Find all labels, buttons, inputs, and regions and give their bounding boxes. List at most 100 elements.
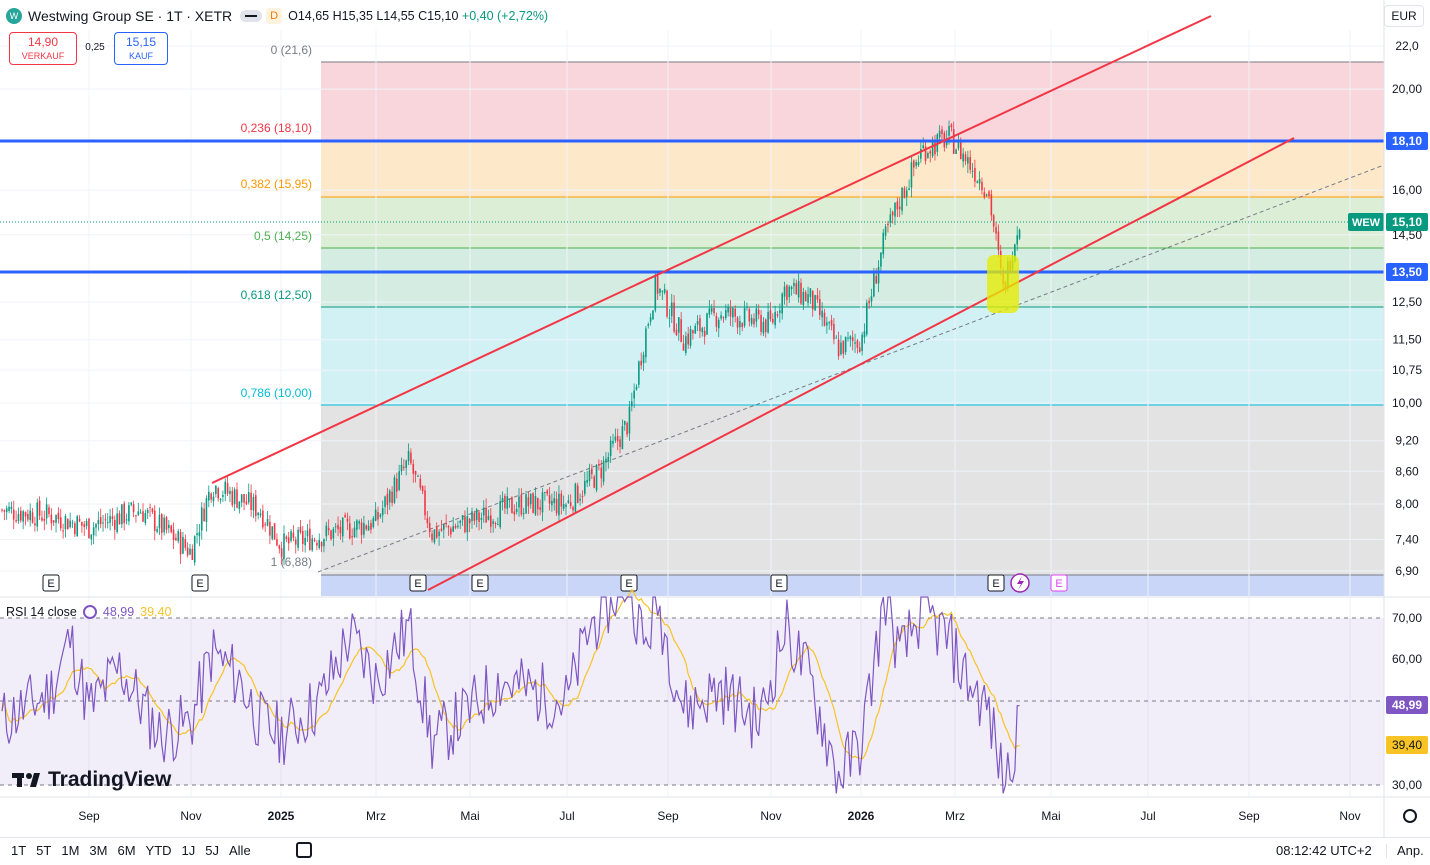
candle-body [156,529,158,532]
earnings-marker[interactable]: E [471,574,489,592]
rsi-axis[interactable]: 70,00 60,00 30,00 48,99 39,40 [1386,611,1428,792]
spread-value: 0,25 [85,42,105,53]
earnings-marker[interactable]: E [1050,574,1068,592]
range-6m[interactable]: 6M [117,843,136,858]
settings-icon[interactable] [82,605,97,619]
channel-lower-line[interactable] [427,137,1295,591]
earnings-marker[interactable]: E [409,574,427,592]
dividend-icon[interactable] [1010,573,1030,593]
symbol-logo[interactable]: W [6,8,22,24]
adjust-button[interactable]: Anp. [1397,843,1424,858]
fibonacci-retracement[interactable] [321,61,1384,596]
candle-body [372,518,375,528]
candle-body [292,532,295,538]
price-tick: 8,00 [1395,497,1419,511]
range-alle[interactable]: Alle [229,843,251,858]
candle-body [189,548,191,555]
rsi-pane[interactable] [0,588,1384,794]
candle-body [55,515,57,523]
currency-selector[interactable]: EUR [1384,5,1424,27]
candle-body [144,513,147,524]
candle-body [334,526,337,528]
clock[interactable]: 08:12:42 UTC+2 [1276,843,1372,858]
candle-body [788,286,791,298]
candle-body [501,498,504,502]
rsi-label[interactable]: RSI 14 close [6,605,77,619]
symbol-title[interactable]: Westwing Group SE · 1T · XETR [28,8,233,24]
candle-body [753,318,755,325]
candle-body [356,520,358,530]
candle-body [5,508,8,513]
candle-body [468,518,471,524]
candle-body [870,296,873,302]
candle-body [177,531,180,542]
candle-body [313,540,316,542]
svg-text:E: E [476,578,483,590]
fib-label-05: 0,5 (14,25) [254,229,312,243]
candle-body [421,486,424,492]
price-axis[interactable]: 22,0 20,00 16,00 14,50 12,50 11,50 10,75 10,00 9… [1392,39,1422,578]
range-1m[interactable]: 1M [61,843,80,858]
range-5t[interactable]: 5T [36,843,52,858]
candle-body [304,537,306,546]
candle-body [515,508,518,512]
earnings-marker[interactable]: E [191,574,209,592]
candle-body [884,226,887,236]
candle-body [922,145,924,149]
svg-text:E: E [196,578,203,590]
hline-tag-13-50-label: 13,50 [1392,265,1422,279]
candle-body [967,157,969,164]
candle-body [81,521,83,526]
close-value: C15,10 [418,9,459,23]
candle-body [908,188,910,191]
candle-body [560,493,563,507]
candle-body [217,488,219,499]
candle-body [71,522,74,524]
eye-icon[interactable] [240,10,263,22]
candle-body [882,232,885,255]
candle-body [12,509,15,520]
candle-body [1016,235,1018,245]
time-axis[interactable]: Sep Nov 2025 Mrz Mai Jul Sep Nov 2026 Mrz Mai Jul Se… [78,809,1360,823]
candle-body [473,512,476,521]
interval-badge[interactable]: D [266,8,283,24]
range-3m[interactable]: 3M [89,843,108,858]
earnings-marker[interactable]: E [620,574,638,592]
sell-button[interactable]: 14,90 VERKAUF [9,32,77,65]
candle-body [762,321,765,334]
candle-body [499,501,501,528]
candle-body [626,422,628,435]
time-tick: Nov [1339,809,1360,823]
candle-body [461,515,464,521]
earnings-marker[interactable]: E [987,574,1005,592]
candle-body [588,470,591,482]
candle-body [927,152,929,158]
candle-body [851,337,854,342]
calendar-icon[interactable] [296,842,312,858]
range-ytd[interactable]: YTD [145,843,172,858]
candle-body [337,524,339,530]
range-1j[interactable]: 1J [181,843,196,858]
range-5j[interactable]: 5J [205,843,219,858]
candle-body [673,302,675,332]
range-selector: 1T 5T 1M 3M 6M YTD 1J 5J Alle [8,843,254,858]
time-tick: Jul [559,809,574,823]
candle-body [121,504,123,525]
channel-upper-line[interactable] [211,15,1212,484]
earnings-marker[interactable]: E [42,574,60,592]
range-1t[interactable]: 1T [11,843,27,858]
price-tick: 14,50 [1392,228,1422,242]
gear-icon[interactable] [1403,809,1417,823]
highlight-box[interactable] [987,255,1019,313]
buy-label: KAUF [128,51,153,61]
candle-body [384,496,386,507]
buy-button[interactable]: 15,15 KAUF [114,32,168,65]
candle-body [579,498,581,501]
candle-body [243,494,245,503]
candle-body [419,478,422,488]
earnings-marker[interactable]: E [770,574,788,592]
tradingview-logo[interactable]: TradingView [12,768,171,792]
candle-body [844,336,847,353]
symbol-tag: WEW [1348,213,1384,231]
